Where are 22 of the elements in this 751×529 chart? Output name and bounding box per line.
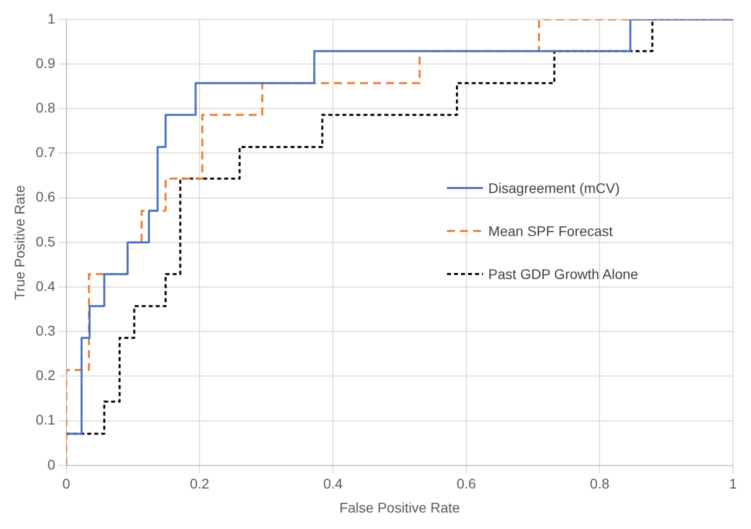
y-tick-label: 0.9: [36, 54, 56, 71]
y-tick-label: 1: [47, 10, 56, 26]
y-tick-label: 0.4: [36, 278, 56, 294]
y-tick-label: 0.3: [36, 322, 56, 338]
legend-label: Past GDP Growth Alone: [488, 266, 638, 282]
x-tick-label: 0.6: [456, 476, 476, 492]
legend-label: Mean SPF Forecast: [488, 223, 613, 240]
y-tick-label: 0.5: [36, 233, 56, 250]
y-tick-label: 0: [47, 456, 56, 472]
legend-label: Disagreement (mCV): [488, 180, 620, 196]
y-tick-label: 0.1: [36, 412, 56, 428]
y-tick-label: 0.7: [36, 144, 56, 160]
y-tick-label: 0.2: [36, 367, 56, 384]
x-tick-label: 1: [729, 476, 738, 492]
x-tick-label: 0.2: [190, 476, 210, 492]
x-tick-label: 0.4: [323, 476, 343, 492]
y-tick-label: 0.8: [36, 99, 56, 116]
x-axis-title: False Positive Rate: [339, 499, 460, 516]
y-axis-title: True Positive Rate: [11, 184, 28, 300]
y-tick-label: 0.6: [36, 188, 56, 205]
x-tick-label: 0.8: [590, 476, 610, 492]
x-tick-label: 0: [62, 476, 70, 492]
